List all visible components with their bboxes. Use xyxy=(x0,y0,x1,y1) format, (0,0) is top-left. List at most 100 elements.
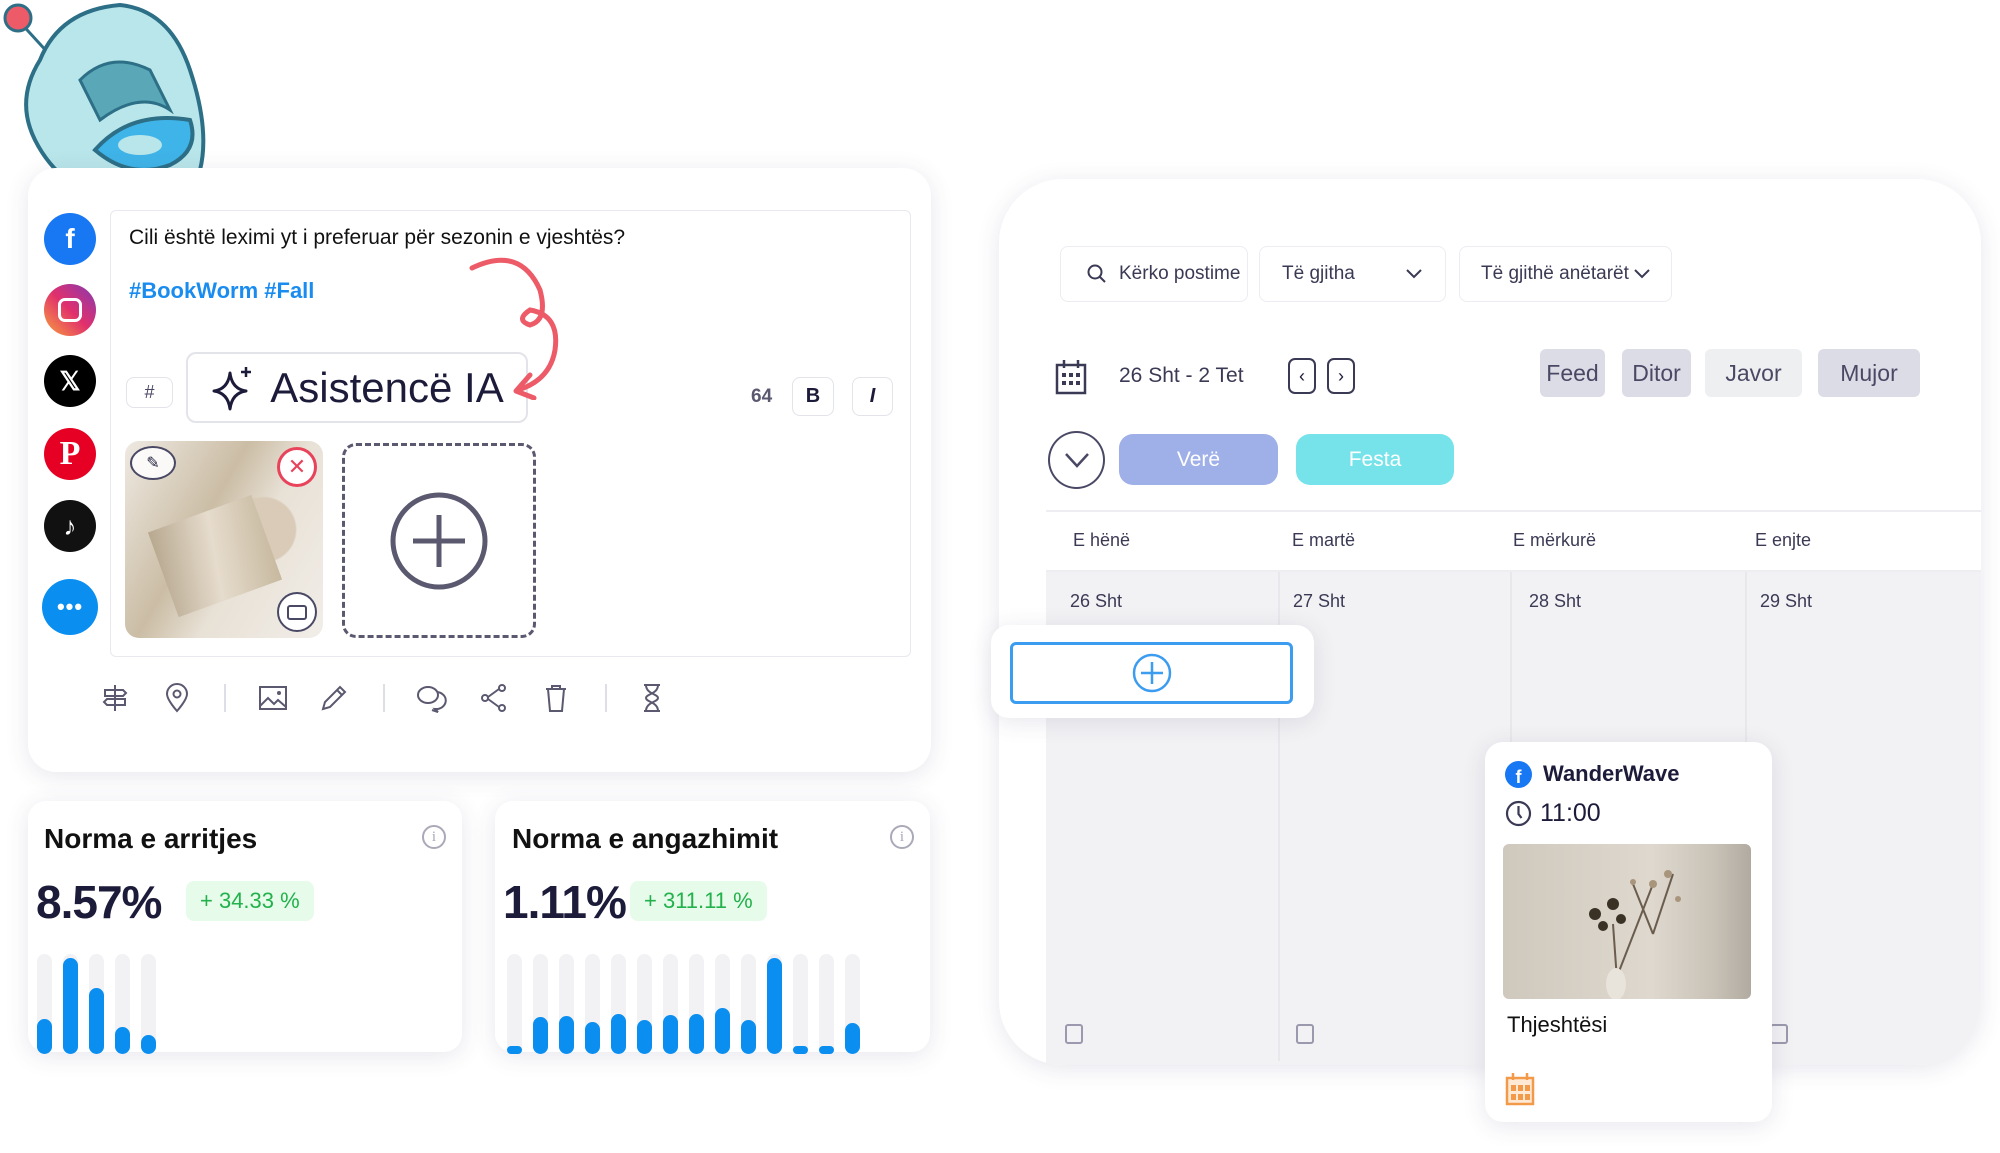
add-note-icon[interactable] xyxy=(1296,1024,1314,1044)
pencil-icon[interactable] xyxy=(318,682,350,714)
day-date: 26 Sht xyxy=(1070,591,1123,611)
reach-rate-card: Norma e arritjes i 8.57% + 34.33 % xyxy=(28,801,462,1054)
italic-button[interactable]: I xyxy=(852,377,893,416)
pencil-icon: ✎ xyxy=(146,455,160,472)
remove-image-button[interactable]: ✕ xyxy=(277,447,317,487)
bar-track xyxy=(793,954,808,1054)
bar xyxy=(767,958,782,1054)
view-weekly-button[interactable]: Javor xyxy=(1705,349,1802,397)
day-date: 27 Sht xyxy=(1293,591,1346,611)
tag-holidays[interactable]: Festa xyxy=(1296,434,1454,485)
scheduled-post-card[interactable]: f WanderWave 11:00 Thjeshtësi xyxy=(1485,742,1772,1122)
change-badge: + 311.11 % xyxy=(630,881,767,921)
share-icon[interactable] xyxy=(478,682,510,714)
previous-week-button[interactable]: ‹ xyxy=(1288,358,1316,394)
bold-button[interactable]: B xyxy=(792,377,834,416)
add-post-popover xyxy=(991,625,1314,718)
members-filter-value: Të gjithë anëtarët xyxy=(1481,263,1629,284)
date-range: 26 Sht - 2 Tet xyxy=(1119,364,1244,387)
bar-track xyxy=(845,954,860,1054)
mascot-illustration xyxy=(3,2,206,209)
bar xyxy=(559,1016,574,1054)
add-post-button[interactable] xyxy=(1010,642,1293,704)
expand-tags-button[interactable] xyxy=(1048,431,1105,489)
trash-icon[interactable] xyxy=(540,682,572,714)
category-filter-dropdown[interactable]: Të gjitha xyxy=(1259,246,1446,302)
italic-label: I xyxy=(869,385,876,407)
comments-icon[interactable] xyxy=(415,682,447,714)
post-text[interactable]: Cili është leximi yt i preferuar për sez… xyxy=(129,226,626,249)
engagement-rate-card: Norma e angazhimit i 1.11% + 311.11 % xyxy=(495,801,930,1054)
bar-track xyxy=(559,954,574,1054)
bar xyxy=(715,1008,730,1054)
ai-assistant-label: Asistencë IA xyxy=(270,363,504,411)
facebook-icon: f xyxy=(1505,761,1532,788)
search-placeholder: Kërko postime xyxy=(1119,263,1241,284)
instagram-icon[interactable] xyxy=(44,284,96,336)
x-icon[interactable]: 𝕏 xyxy=(44,355,96,407)
tiktok-icon[interactable]: ♪ xyxy=(44,500,96,552)
add-media-button[interactable] xyxy=(342,443,536,638)
comment-icon xyxy=(287,604,307,620)
image-icon[interactable] xyxy=(257,682,289,714)
bar-track xyxy=(115,954,130,1054)
hourglass-icon[interactable] xyxy=(636,682,668,714)
post-account: WanderWave xyxy=(1543,761,1680,786)
bar-track xyxy=(715,954,730,1054)
day-date: 28 Sht xyxy=(1529,591,1582,611)
add-note-icon[interactable] xyxy=(1770,1024,1788,1044)
chevron-left-icon: ‹ xyxy=(1299,365,1305,386)
bar xyxy=(141,1035,156,1054)
image-comment-button[interactable] xyxy=(277,592,317,632)
hashtag-label: # xyxy=(144,382,155,402)
hashtags: #BookWorm #Fall xyxy=(129,278,315,303)
calendar-icon[interactable] xyxy=(1055,359,1087,395)
pinterest-icon[interactable]: P xyxy=(44,428,96,480)
next-week-button[interactable]: › xyxy=(1327,358,1355,394)
view-feed-button[interactable]: Feed xyxy=(1540,349,1605,397)
day-header: E hënë xyxy=(1073,530,1131,550)
post-image xyxy=(1503,844,1751,999)
bar-track xyxy=(533,954,548,1054)
bar-track xyxy=(585,954,600,1054)
sparkle-icon xyxy=(212,366,252,410)
calendar-icon[interactable] xyxy=(1505,1072,1535,1106)
tag-summer[interactable]: Verë xyxy=(1119,434,1278,485)
view-daily-button[interactable]: Ditor xyxy=(1622,349,1691,397)
info-icon[interactable]: i xyxy=(890,825,914,849)
edit-image-button[interactable]: ✎ xyxy=(130,446,176,480)
info-icon[interactable]: i xyxy=(422,825,446,849)
bar-track xyxy=(89,954,104,1054)
bar xyxy=(689,1014,704,1054)
bar xyxy=(37,1019,52,1054)
hashtag-button[interactable]: # xyxy=(126,377,173,408)
bar-track xyxy=(767,954,782,1054)
stat-title: Norma e angazhimit xyxy=(512,823,779,854)
plus-circle-icon xyxy=(390,492,488,589)
stat-value: 8.57% xyxy=(36,876,162,928)
search-posts-input[interactable]: Kërko postime xyxy=(1060,246,1248,302)
bar xyxy=(585,1022,600,1054)
stat-title: Norma e arritjes xyxy=(44,823,258,854)
ai-assistant-button[interactable]: Asistencë IA xyxy=(186,352,528,423)
bar-track xyxy=(637,954,652,1054)
signpost-icon[interactable] xyxy=(99,682,131,714)
toolbar-divider xyxy=(224,684,226,712)
chevron-down-icon xyxy=(1406,269,1422,279)
members-filter-dropdown[interactable]: Të gjithë anëtarët xyxy=(1459,246,1672,302)
more-networks-icon[interactable]: ••• xyxy=(42,579,98,635)
toolbar-divider xyxy=(605,684,607,712)
day-header: E martë xyxy=(1292,530,1356,550)
bar-track xyxy=(611,954,626,1054)
facebook-icon[interactable]: f xyxy=(44,213,96,265)
calendar-header-row xyxy=(1046,510,1981,572)
column-divider xyxy=(1278,572,1280,1061)
attached-image[interactable]: ✎ ✕ xyxy=(125,441,323,638)
location-pin-icon[interactable] xyxy=(161,682,193,714)
bar xyxy=(819,1046,834,1054)
post-time: 11:00 xyxy=(1540,799,1601,827)
add-note-icon[interactable] xyxy=(1065,1024,1083,1044)
chevron-down-icon xyxy=(1634,269,1650,279)
chevron-down-icon xyxy=(1064,453,1089,468)
view-monthly-button[interactable]: Mujor xyxy=(1818,349,1920,397)
